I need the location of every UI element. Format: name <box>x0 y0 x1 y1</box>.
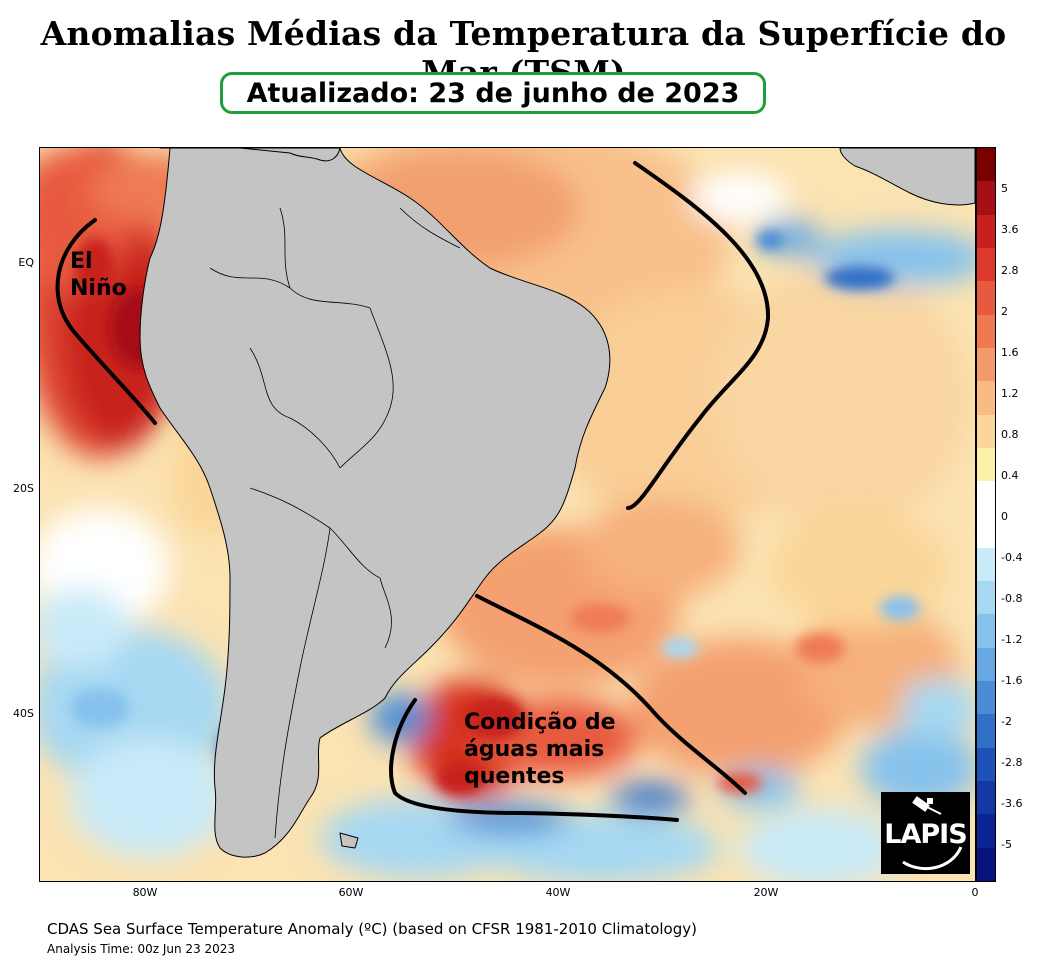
colorbar-swatch <box>977 481 995 515</box>
colorbar-swatch <box>977 647 995 682</box>
colorbar-swatch <box>977 381 995 416</box>
colorbar-label: 1.6 <box>1001 346 1019 359</box>
colorbar-label: -5 <box>1001 838 1012 851</box>
warm-waters-label: Condição de águas mais quentes <box>464 710 616 789</box>
land <box>139 148 975 858</box>
lon-label-40w: 40W <box>545 886 571 899</box>
south-atlantic-curve <box>389 698 679 822</box>
colorbar-swatch <box>977 414 995 449</box>
data-source-caption: CDAS Sea Surface Temperature Anomaly (ºC… <box>47 920 697 938</box>
colorbar-swatch <box>977 581 995 615</box>
colorbar <box>976 147 996 882</box>
colorbar-label: -0.8 <box>1001 592 1023 605</box>
el-nino-label: El Niño <box>70 249 127 301</box>
colorbar-label: 2 <box>1001 305 1008 318</box>
satellite-icon <box>902 796 963 871</box>
sst-anomaly-map <box>39 147 976 882</box>
lon-label-20w: 20W <box>753 886 779 899</box>
colorbar-swatch <box>977 747 995 782</box>
colorbar-swatch <box>977 148 995 182</box>
lat-label-40s: 40S <box>13 707 34 720</box>
colorbar-swatch <box>977 547 995 582</box>
colorbar-swatch <box>977 847 995 882</box>
colorbar-swatch <box>977 214 995 249</box>
colorbar-label: 3.6 <box>1001 223 1019 236</box>
update-date-text: Atualizado: 23 de junho de 2023 <box>246 78 740 109</box>
colorbar-label: 0.8 <box>1001 428 1019 441</box>
south-atlantic-diagonal <box>475 594 747 795</box>
colorbar-swatch <box>977 314 995 349</box>
colorbar-label: -2 <box>1001 715 1012 728</box>
colorbar-swatch <box>977 681 995 715</box>
colorbar-label: -0.4 <box>1001 551 1023 564</box>
tropical-atlantic-curve <box>626 161 771 510</box>
annotation-curves <box>55 161 771 822</box>
colorbar-swatch <box>977 281 995 316</box>
colorbar-swatch <box>977 714 995 749</box>
colorbar-swatch <box>977 247 995 282</box>
analysis-time: Analysis Time: 00z Jun 23 2023 <box>47 942 236 956</box>
north-landmass <box>159 148 341 162</box>
country-borders <box>209 207 461 839</box>
lon-label-0: 0 <box>971 886 979 899</box>
colorbar-swatch <box>977 781 995 815</box>
colorbar-label: -1.2 <box>1001 633 1023 646</box>
colorbar-label: -1.6 <box>1001 674 1023 687</box>
update-date-box: Atualizado: 23 de junho de 2023 <box>220 72 766 114</box>
colorbar-swatch <box>977 347 995 382</box>
falkland-islands <box>339 832 359 849</box>
lapis-logo: LAPIS <box>881 792 970 874</box>
colorbar-label: -2.8 <box>1001 756 1023 769</box>
lon-label-80w: 80W <box>132 886 158 899</box>
colorbar-swatch <box>977 614 995 649</box>
colorbar-label: 5 <box>1001 182 1008 195</box>
el-nino-curve <box>55 218 157 425</box>
colorbar-swatch <box>977 447 995 482</box>
lon-label-60w: 60W <box>338 886 364 899</box>
colorbar-swatch <box>977 514 995 549</box>
map-canvas <box>40 148 975 881</box>
colorbar-swatch <box>977 181 995 216</box>
colorbar-label: 0 <box>1001 510 1008 523</box>
colorbar-swatch <box>977 814 995 849</box>
lat-label-eq: EQ <box>18 256 34 269</box>
south-america <box>139 148 611 858</box>
logo-text: LAPIS <box>884 819 967 850</box>
colorbar-label: -3.6 <box>1001 797 1023 810</box>
lat-label-20s: 20S <box>13 482 34 495</box>
colorbar-label: 2.8 <box>1001 264 1019 277</box>
africa-corner <box>839 148 975 206</box>
colorbar-label: 0.4 <box>1001 469 1019 482</box>
colorbar-label: 1.2 <box>1001 387 1019 400</box>
